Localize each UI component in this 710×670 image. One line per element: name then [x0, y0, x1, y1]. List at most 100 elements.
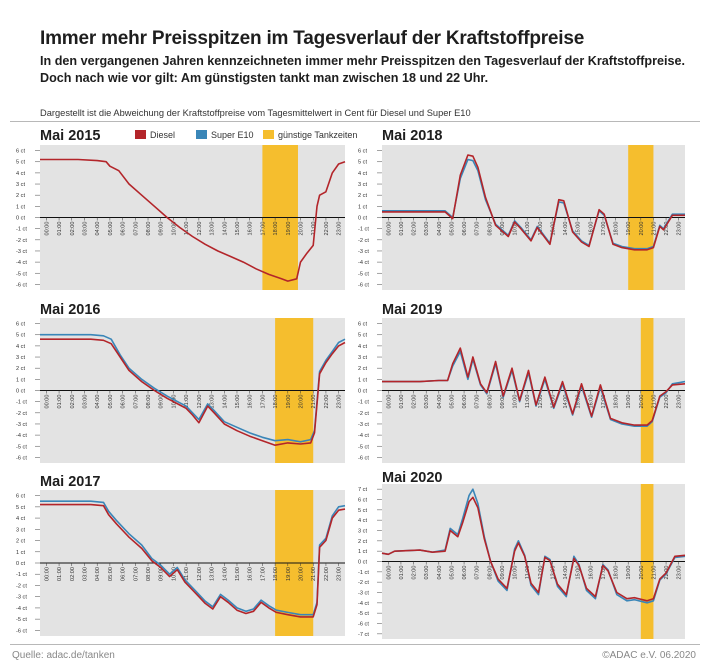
- y-tick-label: -6 ct: [358, 282, 369, 288]
- legend: Diesel Super E10 günstige Tankzeiten: [135, 130, 357, 140]
- y-tick-label: 3 ct: [16, 355, 25, 361]
- y-tick-label: 4 ct: [16, 344, 25, 350]
- y-tick-label: -3 ct: [16, 249, 27, 255]
- x-tick-label: 00:00: [44, 567, 50, 581]
- x-tick-label: 21:00: [651, 222, 657, 236]
- y-tick-label: 1 ct: [358, 377, 367, 383]
- legend-cheap-time: günstige Tankzeiten: [263, 130, 357, 140]
- y-tick-label: -6 ct: [358, 622, 369, 628]
- x-tick-label: 02:00: [412, 395, 418, 409]
- x-tick-label: 06:00: [121, 567, 127, 581]
- x-tick-label: 17:00: [601, 395, 607, 409]
- chart-panel-4: Mai 2017 6 ct 5 ct 4 ct 3 ct 2 ct 1 ct 0 ct -1 c…: [16, 474, 346, 636]
- x-tick-label: 14:00: [222, 222, 228, 236]
- x-tick-label: 21:00: [651, 566, 657, 580]
- x-tick-label: 23:00: [677, 395, 683, 409]
- x-tick-label: 11:00: [184, 567, 190, 581]
- y-tick-label: 6 ct: [358, 322, 367, 328]
- x-tick-label: 11:00: [525, 395, 531, 409]
- y-tick-label: 3 ct: [16, 182, 25, 188]
- x-tick-label: 00:00: [44, 222, 50, 236]
- x-tick-label: 16:00: [248, 567, 254, 581]
- x-tick-label: 16:00: [588, 222, 594, 236]
- y-tick-label: 3 ct: [16, 527, 25, 533]
- x-tick-label: 09:00: [159, 222, 165, 236]
- y-tick-label: -5 ct: [358, 271, 369, 277]
- legend-super-e10: Super E10: [196, 130, 254, 140]
- x-tick-label: 08:00: [487, 222, 493, 236]
- x-tick-label: 04:00: [437, 395, 443, 409]
- x-tick-label: 23:00: [677, 222, 683, 236]
- y-tick-label: -6 ct: [16, 628, 27, 634]
- x-tick-label: 09:00: [500, 566, 506, 580]
- x-tick-label: 02:00: [70, 395, 76, 409]
- y-tick-label: 5 ct: [16, 333, 25, 339]
- y-tick-label: 7 ct: [358, 487, 367, 493]
- y-tick-label: -7 ct: [358, 632, 369, 638]
- y-tick-label: 1 ct: [358, 204, 367, 210]
- y-tick-label: 3 ct: [358, 529, 367, 535]
- y-tick-label: -4 ct: [16, 433, 27, 439]
- x-tick-label: 05:00: [449, 222, 455, 236]
- x-tick-label: 12:00: [538, 222, 544, 236]
- x-tick-label: 21:00: [311, 567, 317, 581]
- x-tick-label: 04:00: [437, 566, 443, 580]
- y-tick-label: -2 ct: [16, 411, 27, 417]
- legend-diesel-swatch: [135, 130, 146, 139]
- y-tick-label: -5 ct: [16, 271, 27, 277]
- y-tick-label: 2 ct: [16, 366, 25, 372]
- y-tick-label: 1 ct: [16, 204, 25, 210]
- x-tick-label: 05:00: [449, 395, 455, 409]
- y-tick-label: 5 ct: [358, 160, 367, 166]
- y-tick-label: -4 ct: [16, 260, 27, 266]
- x-tick-label: 13:00: [210, 567, 216, 581]
- y-tick-label: 4 ct: [358, 171, 367, 177]
- y-tick-label: 4 ct: [358, 344, 367, 350]
- x-tick-label: 02:00: [70, 567, 76, 581]
- y-tick-label: 0 ct: [16, 216, 25, 222]
- y-tick-label: -4 ct: [358, 601, 369, 607]
- y-tick-label: -4 ct: [358, 260, 369, 266]
- chart-title: Mai 2020: [382, 470, 442, 486]
- subtitle-line-1: In den vergangenen Jahren kennzeichneten…: [40, 54, 686, 68]
- x-tick-label: 09:00: [159, 567, 165, 581]
- x-tick-label: 14:00: [563, 222, 569, 236]
- chart-panel-3: Mai 2019 6 ct 5 ct 4 ct 3 ct 2 ct 1 ct 0 ct -1 c…: [358, 302, 686, 463]
- x-tick-label: 20:00: [299, 395, 305, 409]
- x-tick-label: 19:00: [286, 222, 292, 236]
- x-tick-label: 06:00: [462, 222, 468, 236]
- x-tick-label: 04:00: [95, 222, 101, 236]
- series-line-super-e10: [381, 488, 686, 604]
- y-tick-label: 2 ct: [358, 539, 367, 545]
- x-tick-label: 23:00: [337, 222, 343, 236]
- chart-note: Dargestellt ist die Abweichung der Kraft…: [40, 108, 471, 118]
- top-divider: [10, 121, 700, 122]
- x-tick-label: 08:00: [146, 222, 152, 236]
- x-tick-label: 18:00: [273, 567, 279, 581]
- x-tick-label: 17:00: [260, 222, 266, 236]
- x-tick-label: 10:00: [513, 395, 519, 409]
- y-tick-label: -3 ct: [358, 422, 369, 428]
- x-tick-label: 15:00: [235, 567, 241, 581]
- y-tick-label: -1 ct: [358, 400, 369, 406]
- x-tick-label: 00:00: [44, 395, 50, 409]
- x-tick-label: 06:00: [462, 395, 468, 409]
- x-tick-label: 10:00: [513, 222, 519, 236]
- y-tick-label: 0 ct: [16, 389, 25, 395]
- page-title: Immer mehr Preisspitzen im Tagesverlauf …: [40, 28, 585, 49]
- x-tick-label: 06:00: [121, 222, 127, 236]
- x-tick-label: 15:00: [235, 222, 241, 236]
- x-tick-label: 13:00: [210, 395, 216, 409]
- y-tick-label: -2 ct: [16, 238, 27, 244]
- x-tick-label: 09:00: [159, 395, 165, 409]
- chart-panel-5: Mai 2020 7 ct 6 ct 5 ct 4 ct 3 ct 2 ct 1 ct 0 ct…: [358, 470, 686, 639]
- subtitle-line-2: Doch nach wie vor gilt: Am günstigsten t…: [40, 71, 489, 85]
- y-tick-label: -3 ct: [358, 591, 369, 597]
- x-tick-label: 06:00: [121, 395, 127, 409]
- y-tick-label: 1 ct: [16, 550, 25, 556]
- y-tick-label: 1 ct: [16, 377, 25, 383]
- x-tick-label: 15:00: [576, 395, 582, 409]
- y-tick-label: -3 ct: [16, 595, 27, 601]
- x-tick-label: 01:00: [399, 222, 405, 236]
- x-tick-label: 08:00: [487, 566, 493, 580]
